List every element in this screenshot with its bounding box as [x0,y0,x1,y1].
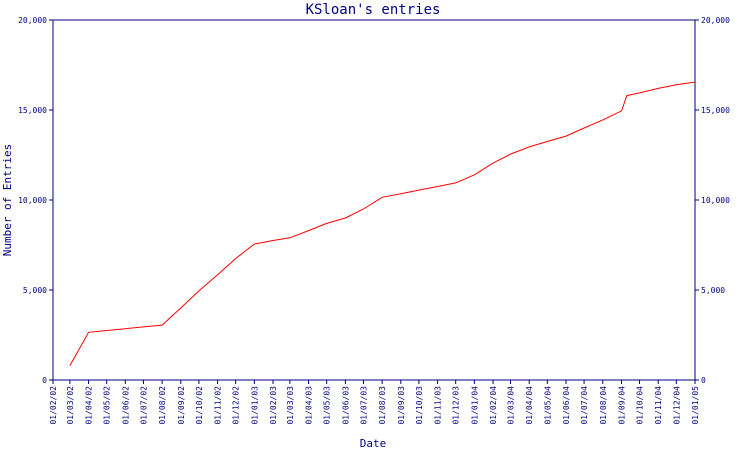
x-tick-label: 01/12/04 [672,386,681,425]
x-tick-label: 01/10/03 [415,386,424,425]
x-tick-label: 01/01/05 [691,386,700,425]
y-tick-label-left: 10,000 [18,196,47,205]
y-tick-label-left: 15,000 [18,106,47,115]
x-tick-label: 01/04/04 [525,386,534,425]
y-tick-label-left: 5,000 [23,286,47,295]
x-tick-label: 01/05/04 [543,386,552,425]
x-tick-label: 01/12/03 [452,386,461,425]
x-tick-label: 01/11/02 [214,386,223,425]
x-tick-label: 01/08/02 [158,386,167,425]
x-tick-label: 01/01/04 [470,386,479,425]
x-tick-label: 01/08/04 [599,386,608,425]
x-tick-label: 01/09/03 [397,386,406,425]
chart-title: KSloan's entries [306,2,441,18]
y-tick-label-right: 20,000 [701,16,730,25]
x-tick-label: 01/10/04 [636,386,645,425]
x-tick-label: 01/12/02 [232,386,241,425]
x-tick-label: 01/02/02 [49,386,58,425]
x-tick-label: 01/03/04 [507,386,516,425]
y-tick-label-right: 5,000 [701,286,725,295]
x-tick-label: 01/07/03 [359,386,368,425]
x-tick-label: 01/06/02 [121,386,130,425]
x-axis-label: Date [360,437,387,450]
series-line [69,81,696,366]
y-tick-label-left: 0 [42,376,47,385]
x-tick-label: 01/04/02 [85,386,94,425]
x-tick-label: 01/03/03 [286,386,295,425]
y-tick-label-left: 20,000 [18,16,47,25]
x-tick-label: 01/08/03 [378,386,387,425]
x-tick-label: 01/07/02 [139,386,148,425]
x-tick-label: 01/02/03 [269,386,278,425]
x-tick-label: 01/06/04 [562,386,571,425]
y-tick-label-right: 10,000 [701,196,730,205]
y-tick-label-right: 0 [701,376,706,385]
x-tick-label: 01/01/03 [250,386,259,425]
y-axis-label: Number of Entries [1,144,14,257]
plot-area: 0 0 5,000 5,000 10,000 10,000 15,000 15,000 20,0… [18,16,730,425]
x-tick-label: 01/04/03 [305,386,314,425]
x-tick-label: 01/03/02 [66,386,75,425]
x-tick-label: 01/09/04 [617,386,626,425]
x-tick-label: 01/11/03 [434,386,443,425]
x-tick-label: 01/07/04 [580,386,589,425]
x-tick-label: 01/05/03 [323,386,332,425]
x-tick-label: 01/09/02 [177,386,186,425]
x-tick-label: 01/06/03 [341,386,350,425]
x-tick-label: 01/11/04 [654,386,663,425]
y-tick-label-right: 15,000 [701,106,730,115]
x-tick-label: 01/02/04 [489,386,498,425]
x-tick-label: 01/10/02 [195,386,204,425]
x-tick-label: 01/05/02 [103,386,112,425]
